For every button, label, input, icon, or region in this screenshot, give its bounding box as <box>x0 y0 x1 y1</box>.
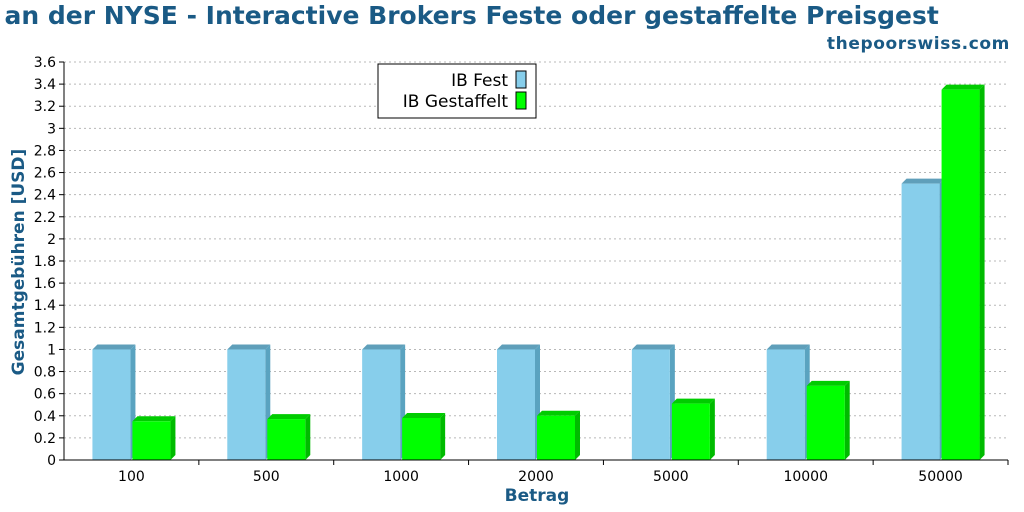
y-tick-label: 3.4 <box>34 77 56 93</box>
x-tick-label: 10000 <box>783 469 828 485</box>
y-tick-label: 0.2 <box>34 431 56 447</box>
bar-ib-gestaffelt <box>941 89 980 460</box>
bar-top <box>267 414 311 420</box>
tick-labels: 0 0.2 0.4 0.6 0.8 1 1.2 1.4 1.6 1.8 2 2.2 2.4 2.6 2.8 3… <box>34 55 963 485</box>
bars-group <box>92 84 985 460</box>
bar-ib-gestaffelt <box>267 419 306 460</box>
bar-top <box>132 416 176 422</box>
bar-ib-fest <box>92 349 131 460</box>
y-tick-label: 3.2 <box>34 99 56 115</box>
x-tick-label: 2000 <box>518 469 554 485</box>
bar-ib-gestaffelt <box>132 421 171 460</box>
bar-ib-fest <box>901 183 940 460</box>
y-tick-label: 2.4 <box>34 188 56 204</box>
bar-top <box>901 178 945 184</box>
bar-top <box>362 344 406 350</box>
bar-side <box>979 84 985 460</box>
legend-swatch <box>515 91 527 110</box>
bar-top <box>497 344 540 350</box>
y-tick-label: 0.4 <box>34 409 56 425</box>
y-tick-label: 2.8 <box>34 143 56 159</box>
x-tick-label: 500 <box>253 469 280 485</box>
bar-side <box>844 380 850 460</box>
chart-title: n an der NYSE - Interactive Brokers Fest… <box>0 1 939 30</box>
bar-top <box>402 412 446 418</box>
bar-ib-fest <box>497 349 535 460</box>
bar-top <box>671 398 715 404</box>
bar-ib-gestaffelt <box>402 417 441 460</box>
bar-top <box>766 344 810 350</box>
bar-ib-fest <box>227 349 266 460</box>
bar-side <box>709 398 715 460</box>
y-tick-label: 0.6 <box>34 387 56 403</box>
y-tick-label: 3.6 <box>34 55 56 71</box>
y-tick-label: 0.8 <box>34 365 56 381</box>
bar-side <box>440 412 446 460</box>
x-tick-label: 100 <box>118 469 145 485</box>
axes-group <box>59 61 1009 465</box>
bar-ib-gestaffelt <box>806 385 845 460</box>
bar-top <box>92 344 136 350</box>
bar-side <box>305 414 311 460</box>
bar-top <box>806 380 850 386</box>
x-axis-title: Betrag <box>505 486 570 506</box>
y-tick-label: 3 <box>47 121 56 137</box>
x-tick-label: 5000 <box>653 469 689 485</box>
bar-top <box>631 344 675 350</box>
y-tick-label: 2.6 <box>34 166 56 182</box>
bar-side <box>170 416 176 460</box>
bar-ib-fest <box>631 349 670 460</box>
y-tick-label: 2 <box>47 232 56 248</box>
bar-top <box>537 410 580 416</box>
y-tick-label: 0 <box>47 453 56 469</box>
bar-top <box>227 344 271 350</box>
legend-label: IB Fest <box>451 71 508 91</box>
y-tick-label: 1.4 <box>34 298 56 314</box>
y-tick-label: 1.6 <box>34 276 56 292</box>
bar-side <box>575 410 580 460</box>
bar-ib-fest <box>362 349 401 460</box>
bar-ib-gestaffelt <box>671 403 710 460</box>
y-tick-label: 2.2 <box>34 210 56 226</box>
y-tick-label: 1.8 <box>34 254 56 270</box>
x-tick-label: 50000 <box>918 469 963 485</box>
bar-top <box>941 84 985 90</box>
legend-box <box>377 63 537 119</box>
legend-label: IB Gestaffelt <box>403 92 509 112</box>
bar-ib-gestaffelt <box>537 415 575 460</box>
y-axis-title: Gesamtgebühren [USD] <box>9 149 29 376</box>
bar-ib-fest <box>766 349 805 460</box>
site-watermark: thepoorswiss.com <box>826 34 1010 54</box>
legend-swatch <box>515 70 527 89</box>
x-tick-label: 1000 <box>383 469 419 485</box>
y-tick-label: 1.2 <box>34 320 56 336</box>
y-tick-label: 1 <box>47 342 56 358</box>
